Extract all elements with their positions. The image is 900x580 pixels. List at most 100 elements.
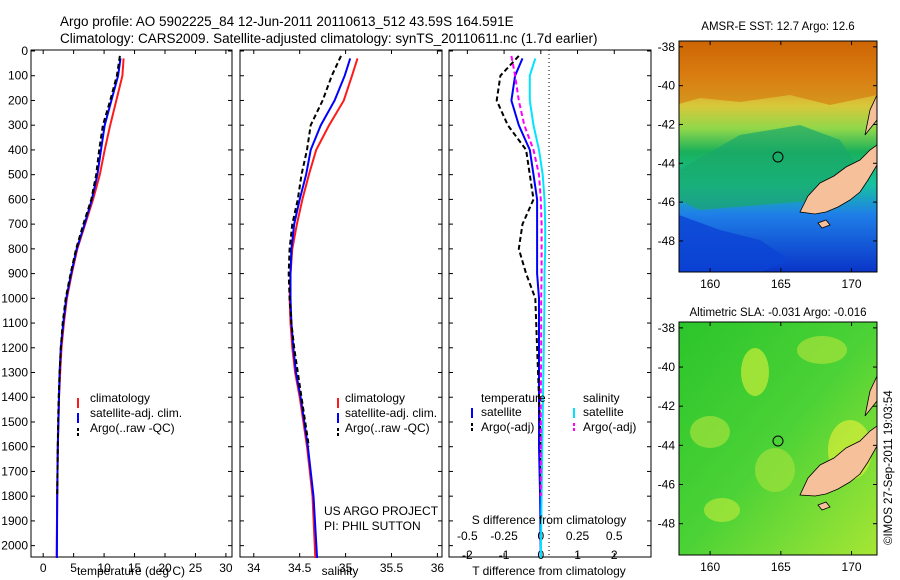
argo-location-marker xyxy=(772,435,784,447)
legend-label-satellite-adj: satellite-adj. clim. xyxy=(345,406,437,420)
depth-tick-label: 1000 xyxy=(1,291,28,305)
depth-tick-label: 1800 xyxy=(1,489,28,503)
x-tick-label: 15 xyxy=(128,561,142,575)
difference-panel: -2 -1 0 1 2-0.5 -0.25 0 0.25 0.5 S difference fr… xyxy=(448,49,652,578)
x-tick-label: 5 xyxy=(70,561,77,575)
pi-credit: PI: PHIL SUTTON xyxy=(324,519,421,533)
sst-warm-band xyxy=(679,41,877,105)
lat-tick-label: -40 xyxy=(658,360,676,374)
sla-blob xyxy=(741,348,769,396)
lat-tick-label: -44 xyxy=(658,438,676,452)
temperature-axes-frame xyxy=(30,49,233,558)
difference-axes-frame xyxy=(448,49,652,558)
legend-label-climatology: climatology xyxy=(345,391,405,405)
lat-tick-label: -46 xyxy=(658,195,676,209)
figure-title-line2: Climatology: CARS2009. Satellite-adjuste… xyxy=(60,31,598,46)
x-tick-label: 20 xyxy=(158,561,172,575)
series-line-salinity-satellite xyxy=(528,58,547,559)
lon-tick-label: 165 xyxy=(771,560,791,574)
sla-map-panel: Altimetric SLA: -0.031 Argo: -0.016 -38 -… xyxy=(658,307,878,574)
lon-tick-label: 160 xyxy=(700,277,720,291)
sla-map-frame xyxy=(678,321,878,556)
temperature-series xyxy=(55,55,125,559)
difference-series xyxy=(495,55,547,559)
depth-tick-label: 200 xyxy=(8,93,28,107)
x-tick-label: 36 xyxy=(431,561,445,575)
temperature-depth-ticks: 0 100 200 300 400 500 600 700 800 900 1000 1100 1200… xyxy=(1,44,232,553)
lat-tick-label: -46 xyxy=(658,478,676,492)
x-tick-label: 34 xyxy=(247,561,261,575)
depth-tick-label: 1500 xyxy=(1,415,28,429)
x-tick-label: 35.5 xyxy=(380,561,404,575)
difference-legend: temperature salinity satellite Argo(-adj… xyxy=(471,391,636,434)
depth-tick-label: 300 xyxy=(8,118,28,132)
salinity-series xyxy=(287,55,359,559)
depth-tick-label: 1100 xyxy=(2,316,28,330)
sst-map-ticks: -38 -40 -42 -44 -46 -48 160 165 170 xyxy=(658,40,877,291)
x-tick-label: 10 xyxy=(97,561,111,575)
depth-tick-label: 900 xyxy=(8,267,28,281)
depth-tick-label: 1600 xyxy=(1,440,28,454)
legend-title-temperature: temperature xyxy=(481,391,546,405)
lat-tick-label: -40 xyxy=(658,79,676,93)
depth-tick-label: 1300 xyxy=(1,366,28,380)
sla-blob xyxy=(704,498,740,522)
s-diff-tick-label: 0.5 xyxy=(606,529,623,543)
salinity-xlabel: salinity xyxy=(322,564,359,578)
salinity-legend: climatology satellite-adj. clim. Argo(..… xyxy=(337,391,437,438)
legend-label-s-argo: Argo(-adj) xyxy=(583,420,636,434)
s-diff-tick-label: -0.25 xyxy=(490,529,518,543)
series-line-salinity-argo-adj xyxy=(510,55,543,497)
temperature-x-ticks: 0 5 10 15 20 25 30 xyxy=(40,50,233,575)
depth-tick-label: 600 xyxy=(8,192,28,206)
figure-title-line1: Argo profile: AO 5902225_84 12-Jun-2011 … xyxy=(60,14,514,29)
sst-map-frame xyxy=(678,40,878,273)
legend-label-satellite-adj: satellite-adj. clim. xyxy=(90,406,182,420)
sla-map-ticks: -38 -40 -42 -44 -46 -48 160 165 170 xyxy=(658,321,877,574)
legend-label-argo: Argo(..raw -QC) xyxy=(345,421,430,435)
x-tick-label: 35 xyxy=(339,561,353,575)
argo-location-marker xyxy=(772,151,784,163)
legend-label-t-satellite: satellite xyxy=(481,405,522,419)
sst-map-title: AMSR-E SST: 12.7 Argo: 12.6 xyxy=(701,21,854,33)
depth-tick-label: 0 xyxy=(21,44,28,58)
lat-tick-label: -42 xyxy=(658,399,676,413)
land-mass xyxy=(799,425,877,497)
lon-tick-label: 160 xyxy=(700,560,720,574)
land-mass xyxy=(799,144,877,215)
s-diff-tick-label: 0.25 xyxy=(566,529,590,543)
x-tick-label: 30 xyxy=(219,561,233,575)
x-tick-label: 0 xyxy=(40,561,47,575)
sla-blob xyxy=(690,416,730,448)
sst-cold-patch xyxy=(679,215,790,272)
legend-label-climatology: climatology xyxy=(90,391,150,405)
lat-tick-label: -38 xyxy=(658,321,676,335)
depth-tick-label: 100 xyxy=(8,69,28,83)
depth-tick-label: 1700 xyxy=(1,464,28,478)
legend-label-s-satellite: satellite xyxy=(583,405,624,419)
series-line-argo-raw-qc xyxy=(287,55,342,447)
lat-tick-label: -44 xyxy=(658,156,676,170)
sst-map-panel: AMSR-E SST: 12.7 Argo: 12.6 -38 -40 -42 -44… xyxy=(658,21,878,291)
lon-tick-label: 170 xyxy=(842,277,862,291)
land-mass-north xyxy=(864,94,877,136)
lat-tick-label: -48 xyxy=(658,234,676,248)
series-line-argo-raw-qc xyxy=(56,55,121,497)
island xyxy=(817,219,831,229)
island xyxy=(817,501,831,511)
sla-map-title: Altimetric SLA: -0.031 Argo: -0.016 xyxy=(689,307,866,319)
x-tick-label: 34.5 xyxy=(288,561,312,575)
sst-map-image xyxy=(679,41,877,272)
depth-tick-label: 1400 xyxy=(1,390,28,404)
imos-timestamp: ©IMOS 27-Sep-2011 19:03:54 xyxy=(883,390,895,545)
t-diff-tick-label: 2 xyxy=(611,548,618,562)
t-diff-tick-label: -1 xyxy=(499,548,510,562)
legend-title-salinity: salinity xyxy=(583,391,620,405)
temperature-panel: 0100200300400500600700800900100011001200… xyxy=(1,44,233,578)
s-diff-tick-label: -0.5 xyxy=(457,529,478,543)
lon-tick-label: 165 xyxy=(771,277,791,291)
depth-tick-label: 400 xyxy=(8,143,28,157)
lat-tick-label: -48 xyxy=(658,517,676,531)
t-diff-tick-label: 1 xyxy=(574,548,581,562)
